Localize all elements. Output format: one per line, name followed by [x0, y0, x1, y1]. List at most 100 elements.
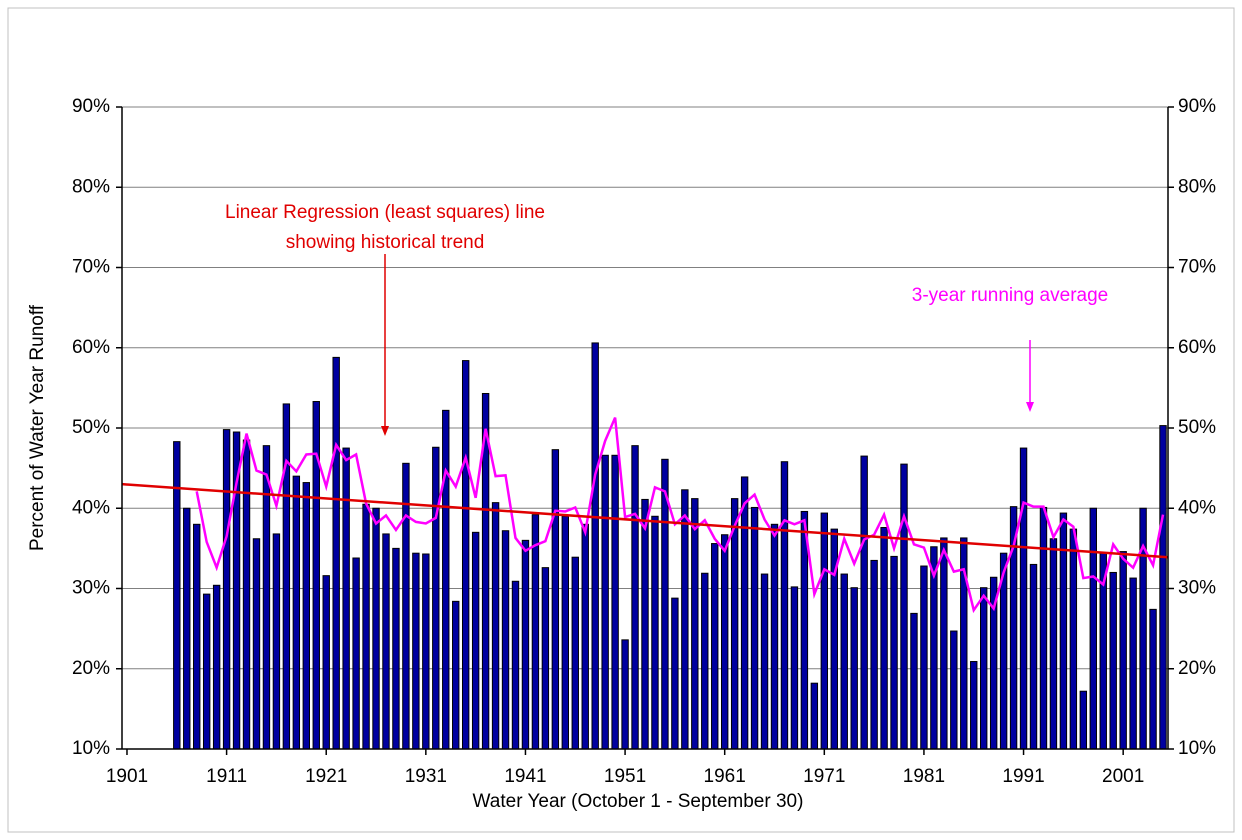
bar	[491, 502, 500, 750]
bar	[740, 476, 749, 750]
bar	[242, 439, 251, 750]
y2-tick-label: 70%	[1178, 257, 1216, 278]
annotation: Linear Regression (least squares) line	[225, 202, 545, 223]
x-tick-label: 1991	[1002, 766, 1044, 787]
bar	[1019, 447, 1028, 750]
bar	[461, 360, 470, 750]
bar	[820, 512, 829, 750]
bar	[1119, 551, 1127, 750]
bar	[581, 523, 589, 750]
x-tick-label: 1971	[803, 766, 845, 787]
x-tick-label: 1941	[504, 766, 546, 787]
bar	[183, 507, 191, 750]
bar	[790, 586, 799, 750]
y-tick-label: 30%	[72, 578, 110, 599]
x-tick-label: 1931	[405, 766, 447, 787]
bar	[1029, 563, 1038, 750]
bar	[521, 539, 530, 750]
bar	[701, 572, 709, 750]
bar	[1059, 512, 1068, 750]
bar	[372, 507, 380, 750]
y-tick-label: 10%	[72, 738, 110, 759]
y-tick-label: 40%	[72, 497, 110, 518]
bar	[352, 557, 360, 750]
bar	[302, 482, 310, 750]
bar	[422, 553, 430, 750]
x-tick-label: 1921	[305, 766, 347, 787]
x-tick-label: 2001	[1102, 766, 1144, 787]
x-tick-label: 1981	[903, 766, 945, 787]
x-tick-label: 1911	[206, 766, 247, 787]
bar	[262, 445, 271, 750]
x-tick-label: 1961	[704, 766, 746, 787]
y2-tick-label: 10%	[1178, 738, 1216, 759]
bar	[511, 580, 520, 750]
bar	[840, 573, 848, 750]
bar	[1159, 425, 1167, 750]
bar	[1149, 608, 1157, 750]
bar	[561, 515, 570, 750]
y-tick-label: 90%	[72, 96, 110, 117]
bar	[870, 559, 878, 750]
bar	[292, 475, 301, 750]
x-tick-label: 1901	[106, 766, 148, 787]
bar	[212, 584, 221, 750]
bar	[501, 530, 510, 750]
y2-tick-label: 80%	[1178, 176, 1216, 197]
running-average-line	[195, 417, 1165, 614]
bar	[382, 533, 390, 750]
bar	[850, 587, 858, 750]
bar	[282, 403, 291, 750]
bar	[611, 454, 619, 750]
bar	[1109, 571, 1117, 750]
y2-tick-label: 20%	[1178, 658, 1216, 679]
bar	[711, 543, 719, 750]
bar	[322, 575, 330, 750]
x-axis-title: Water Year (October 1 - September 30)	[473, 791, 804, 812]
bar	[1079, 690, 1088, 750]
bar	[571, 556, 579, 750]
annotation: showing historical trend	[286, 232, 485, 253]
bar	[442, 409, 450, 750]
bar	[671, 597, 679, 750]
y-tick-label: 50%	[72, 417, 110, 438]
bar	[452, 600, 460, 750]
y-tick-label: 60%	[72, 337, 110, 358]
bar	[691, 498, 699, 750]
bar	[631, 445, 639, 750]
bar	[222, 429, 231, 750]
bar	[412, 552, 420, 750]
x-tick-label: 1951	[604, 766, 646, 787]
bar	[980, 587, 988, 750]
trend-line	[121, 482, 1169, 559]
bar	[591, 342, 599, 750]
bar	[392, 547, 400, 750]
bar	[531, 514, 540, 750]
bar	[940, 537, 948, 750]
bar	[890, 555, 898, 750]
bar	[1069, 528, 1078, 750]
bar	[1089, 507, 1097, 750]
bar	[541, 567, 550, 750]
bar	[760, 573, 769, 750]
bar	[551, 449, 560, 750]
bar	[272, 533, 281, 750]
bar	[202, 593, 211, 750]
bar	[651, 515, 659, 750]
bar	[920, 565, 928, 750]
bar	[621, 639, 629, 750]
bar	[910, 612, 918, 750]
bar	[950, 630, 958, 750]
bar	[800, 510, 809, 750]
bar	[252, 538, 261, 750]
y2-tick-label: 40%	[1178, 497, 1216, 518]
bar	[1039, 506, 1048, 750]
bar	[720, 534, 729, 750]
bar	[970, 661, 978, 750]
y-tick-label: 20%	[72, 658, 110, 679]
bar	[860, 455, 868, 750]
y2-tick-label: 30%	[1178, 578, 1216, 599]
y2-tick-label: 50%	[1178, 417, 1216, 438]
bar	[880, 527, 888, 750]
